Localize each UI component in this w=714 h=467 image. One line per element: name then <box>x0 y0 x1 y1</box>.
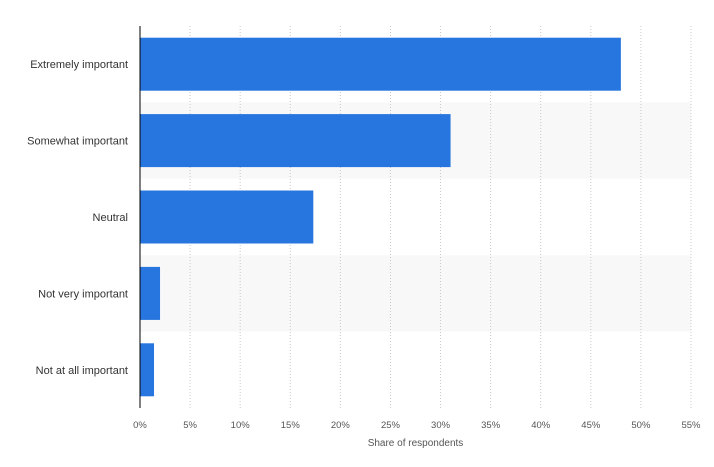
x-tick-label: 35% <box>481 420 501 431</box>
x-tick-label: 40% <box>531 420 551 431</box>
bar[interactable] <box>140 343 155 397</box>
bars <box>140 37 621 397</box>
bar[interactable] <box>140 266 161 320</box>
category-label: Somewhat important <box>27 136 128 148</box>
x-tick-label: 15% <box>281 420 301 431</box>
bar[interactable] <box>140 114 451 168</box>
x-tick-label: 20% <box>331 420 351 431</box>
category-label: Extremely important <box>30 59 128 71</box>
x-tick-label: 55% <box>681 420 701 431</box>
category-labels: Extremely important Somewhat important Neu… <box>27 59 128 377</box>
x-tick-label: 25% <box>381 420 401 431</box>
x-tick-label: 50% <box>631 420 651 431</box>
x-tick-label: 30% <box>431 420 451 431</box>
bar[interactable] <box>140 37 621 91</box>
x-tick-labels: 0% 5% 10% 15% 20% 25% 30% 35% 40% 45% 50% 55% <box>133 420 701 431</box>
x-tick-label: 0% <box>133 420 147 431</box>
category-label: Neutral <box>93 212 128 224</box>
x-axis-title: Share of respondents <box>368 438 464 449</box>
category-label: Not at all important <box>36 365 128 377</box>
category-label: Not very important <box>38 288 128 300</box>
x-tick-label: 10% <box>231 420 251 431</box>
x-tick-label: 5% <box>183 420 197 431</box>
x-tick-label: 45% <box>581 420 601 431</box>
row-band <box>140 255 691 332</box>
bar[interactable] <box>140 190 314 244</box>
